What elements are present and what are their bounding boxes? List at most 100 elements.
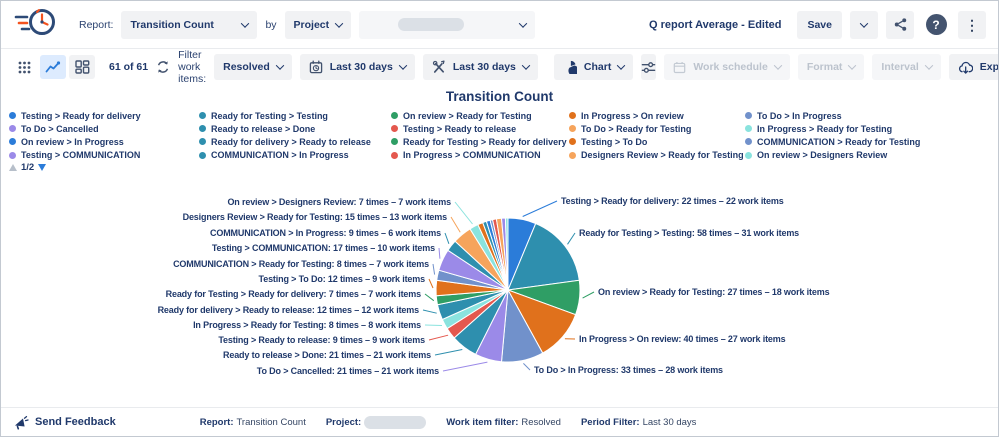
report-select[interactable]: Transition Count [121, 10, 258, 39]
legend-item-label: In Progress > Ready for Testing [757, 123, 893, 134]
pie-slice-label: Testing > Ready for delivery: 22 times –… [561, 196, 784, 206]
share-button[interactable] [886, 10, 914, 39]
cloud-export-icon [958, 61, 973, 74]
legend-item[interactable]: Ready to release > Done [199, 124, 391, 134]
more-menu-button[interactable]: ⋮ [958, 10, 986, 39]
status-filter-value: Resolved [223, 61, 270, 73]
pie-label-connector [522, 200, 558, 217]
legend-item-label: On review > Ready for Testing [403, 110, 532, 121]
legend-color-dot [199, 138, 206, 146]
legend-item[interactable]: Testing > Ready for delivery [9, 111, 199, 121]
send-feedback-button[interactable]: Send Feedback [13, 415, 116, 430]
footer-project-label: Project: [325, 416, 362, 428]
export-select[interactable]: Export [948, 54, 998, 80]
chart-type-value: Chart [583, 61, 612, 73]
resolved-period-select[interactable]: Last 30 days [422, 54, 538, 80]
legend-item[interactable]: Ready for delivery > Ready to release [199, 137, 391, 147]
sliders-icon [642, 61, 656, 73]
footer-period-filter-label: Period Filter: [580, 416, 640, 428]
legend-color-dot [569, 138, 576, 146]
pie-slice-label: Testing > To Do: 12 times – 9 work items [259, 274, 426, 284]
legend-page-up-icon[interactable] [9, 164, 17, 171]
legend-color-dot [391, 112, 398, 120]
chevron-down-icon [334, 18, 344, 28]
redacted-project-value [364, 415, 427, 429]
board-view-toggle[interactable] [69, 55, 95, 79]
project-select[interactable] [359, 10, 536, 39]
group-by-value: Project [293, 18, 330, 31]
legend-color-dot [199, 151, 206, 159]
legend-item[interactable]: On review > In Progress [9, 137, 199, 147]
legend-item[interactable]: To Do > Ready for Testing [569, 124, 745, 134]
legend-item[interactable]: In Progress > Ready for Testing [745, 124, 920, 134]
legend-item[interactable]: COMMUNICATION > Ready for Testing [745, 137, 920, 147]
legend-item[interactable]: COMMUNICATION > In Progress [199, 150, 391, 160]
created-period-value: Last 30 days [329, 61, 393, 73]
saved-report-name: Q report Average - Edited [649, 18, 782, 31]
save-options-button[interactable] [850, 10, 878, 39]
refresh-button[interactable] [156, 53, 170, 81]
chart-settings-button[interactable] [641, 54, 657, 80]
legend-item[interactable]: On review > Designers Review [745, 150, 920, 160]
legend-item[interactable]: In Progress > COMMUNICATION [391, 150, 569, 160]
legend-item-label: To Do > In Progress [757, 110, 842, 121]
legend-page-down-icon[interactable] [38, 164, 47, 171]
chevron-down-icon [848, 61, 857, 70]
pie-label-connector [424, 324, 443, 326]
legend-item[interactable]: In Progress > On review [569, 111, 745, 121]
pie-label-connector [442, 361, 488, 372]
legend-item[interactable]: Testing > COMMUNICATION [9, 150, 199, 160]
chart-legend: Testing > Ready for delivery To Do > Canc… [9, 109, 920, 162]
grid-view-toggle[interactable] [11, 55, 37, 79]
share-icon [894, 18, 906, 31]
chart-view-toggle[interactable] [40, 55, 66, 79]
group-by-select[interactable]: Project [284, 10, 352, 39]
created-period-select[interactable]: Last 30 days [299, 54, 415, 80]
legend-item[interactable]: Ready for Testing > Ready for delivery [391, 137, 569, 147]
legend-color-dot [391, 151, 398, 159]
legend-item[interactable]: Testing > To Do [569, 137, 745, 147]
pie-slice-small-7[interactable] [504, 217, 509, 291]
pie-label-connector [444, 232, 450, 244]
legend-item-label: Testing > To Do [581, 136, 648, 147]
pie-slice-ready-for-testing-testing[interactable] [507, 222, 580, 291]
pie-slice-label: To Do > In Progress: 33 times – 28 work … [534, 365, 723, 375]
footer-work-item-filter-label: Work item filter: [446, 416, 519, 428]
save-button[interactable]: Save [797, 10, 842, 39]
by-label: by [265, 18, 277, 31]
pie-label-connector [432, 263, 436, 275]
legend-item[interactable]: Designers Review > Ready for Testing [569, 150, 745, 160]
help-icon: ? [925, 14, 947, 35]
legend-item[interactable]: To Do > Cancelled [9, 124, 199, 134]
pie-label-connector [428, 278, 434, 289]
legend-item[interactable]: To Do > In Progress [745, 111, 920, 121]
legend-item-label: Testing > Ready to release [403, 123, 517, 134]
format-label: Format [806, 61, 843, 73]
legend-item[interactable]: On review > Ready for Testing [391, 111, 569, 121]
help-button[interactable]: ? [922, 11, 950, 39]
legend-page-indicator: 1/2 [21, 162, 35, 173]
legend-item[interactable]: Testing > Ready to release [391, 124, 569, 134]
legend-item[interactable]: Ready for Testing > Testing [199, 111, 391, 121]
redacted-project-value [398, 18, 465, 31]
legend-item-label: Ready for Testing > Testing [211, 110, 328, 121]
status-filter-select[interactable]: Resolved [214, 54, 292, 80]
refresh-icon [157, 61, 169, 73]
legend-color-dot [745, 125, 752, 133]
pie-slice-label: Ready for Testing > Testing: 58 times – … [579, 228, 799, 238]
legend-color-dot [9, 125, 16, 133]
work-schedule-label: Work schedule [693, 61, 768, 73]
pie-slice-label: Ready for delivery > Ready to release: 1… [158, 305, 420, 315]
pie-label-connector [422, 309, 437, 314]
grid-dots-icon [18, 61, 30, 73]
footer-period-filter-value: Last 30 days [642, 416, 697, 428]
kebab-menu-icon: ⋮ [965, 16, 979, 33]
chart-type-select[interactable]: Chart [553, 54, 634, 80]
chart-toolbar: 61 of 61 Filter work items: Resolved Las… [1, 49, 998, 85]
work-item-count: 61 of 61 [109, 61, 149, 73]
pie-chart-icon [568, 60, 577, 74]
filter-work-items-label: Filter work items: [178, 49, 207, 85]
legend-item-label: Testing > Ready for delivery [21, 110, 141, 121]
format-select: Format [797, 54, 865, 80]
